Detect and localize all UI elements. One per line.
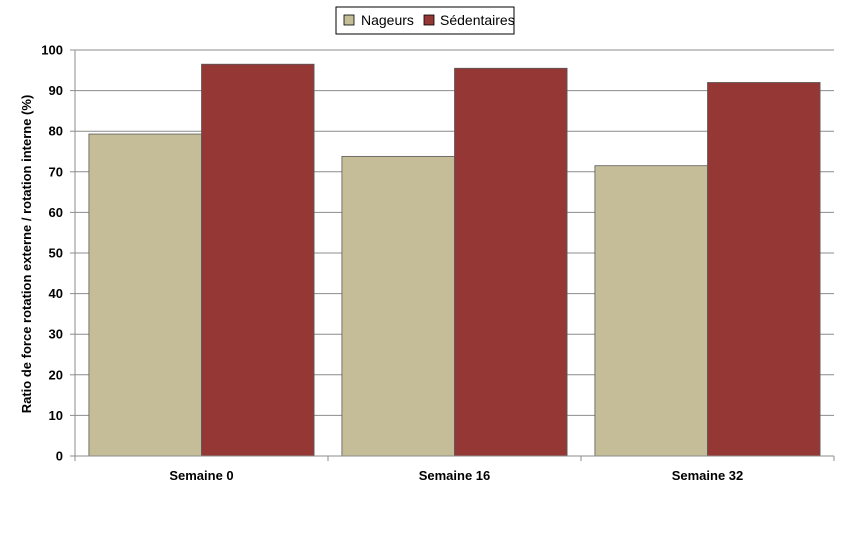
y-tick-label: 80 (49, 124, 63, 139)
y-tick-label: 0 (56, 449, 63, 464)
bar-sdentaires-2 (707, 82, 821, 457)
bars (88, 63, 821, 457)
bar-sdentaires-0 (201, 63, 315, 457)
y-tick-label: 90 (49, 83, 63, 98)
y-tick-label: 40 (49, 286, 63, 301)
y-tick-label: 10 (49, 408, 63, 423)
legend-swatch-sedentaires (423, 14, 435, 26)
bar-nageurs-1 (341, 155, 455, 457)
category-label: Semaine 32 (672, 468, 744, 483)
category-label: Semaine 0 (169, 468, 233, 483)
bar-nageurs-2 (594, 165, 708, 457)
y-tick-label: 60 (49, 205, 63, 220)
y-tick-label: 50 (49, 246, 63, 261)
y-axis-label: Ratio de force rotation externe / rotati… (19, 95, 34, 414)
y-tick-label: 30 (49, 327, 63, 342)
legend-label-nageurs: Nageurs (361, 12, 414, 28)
legend-label-sedentaires: Sédentaires (440, 12, 515, 28)
bar-nageurs-0 (88, 133, 202, 457)
legend: Nageurs Sédentaires (335, 6, 515, 35)
y-tick-label: 20 (49, 367, 63, 382)
bar-sdentaires-1 (454, 67, 568, 457)
category-labels: Semaine 0 Semaine 16 Semaine 32 (169, 468, 743, 483)
axes (74, 50, 835, 461)
y-tick-label: 70 (49, 164, 63, 179)
y-tick-labels: 0 10 20 30 40 50 60 70 80 90 100 (41, 43, 63, 464)
legend-swatch-nageurs (343, 14, 355, 26)
y-tick-label: 100 (41, 43, 63, 58)
category-label: Semaine 16 (419, 468, 491, 483)
